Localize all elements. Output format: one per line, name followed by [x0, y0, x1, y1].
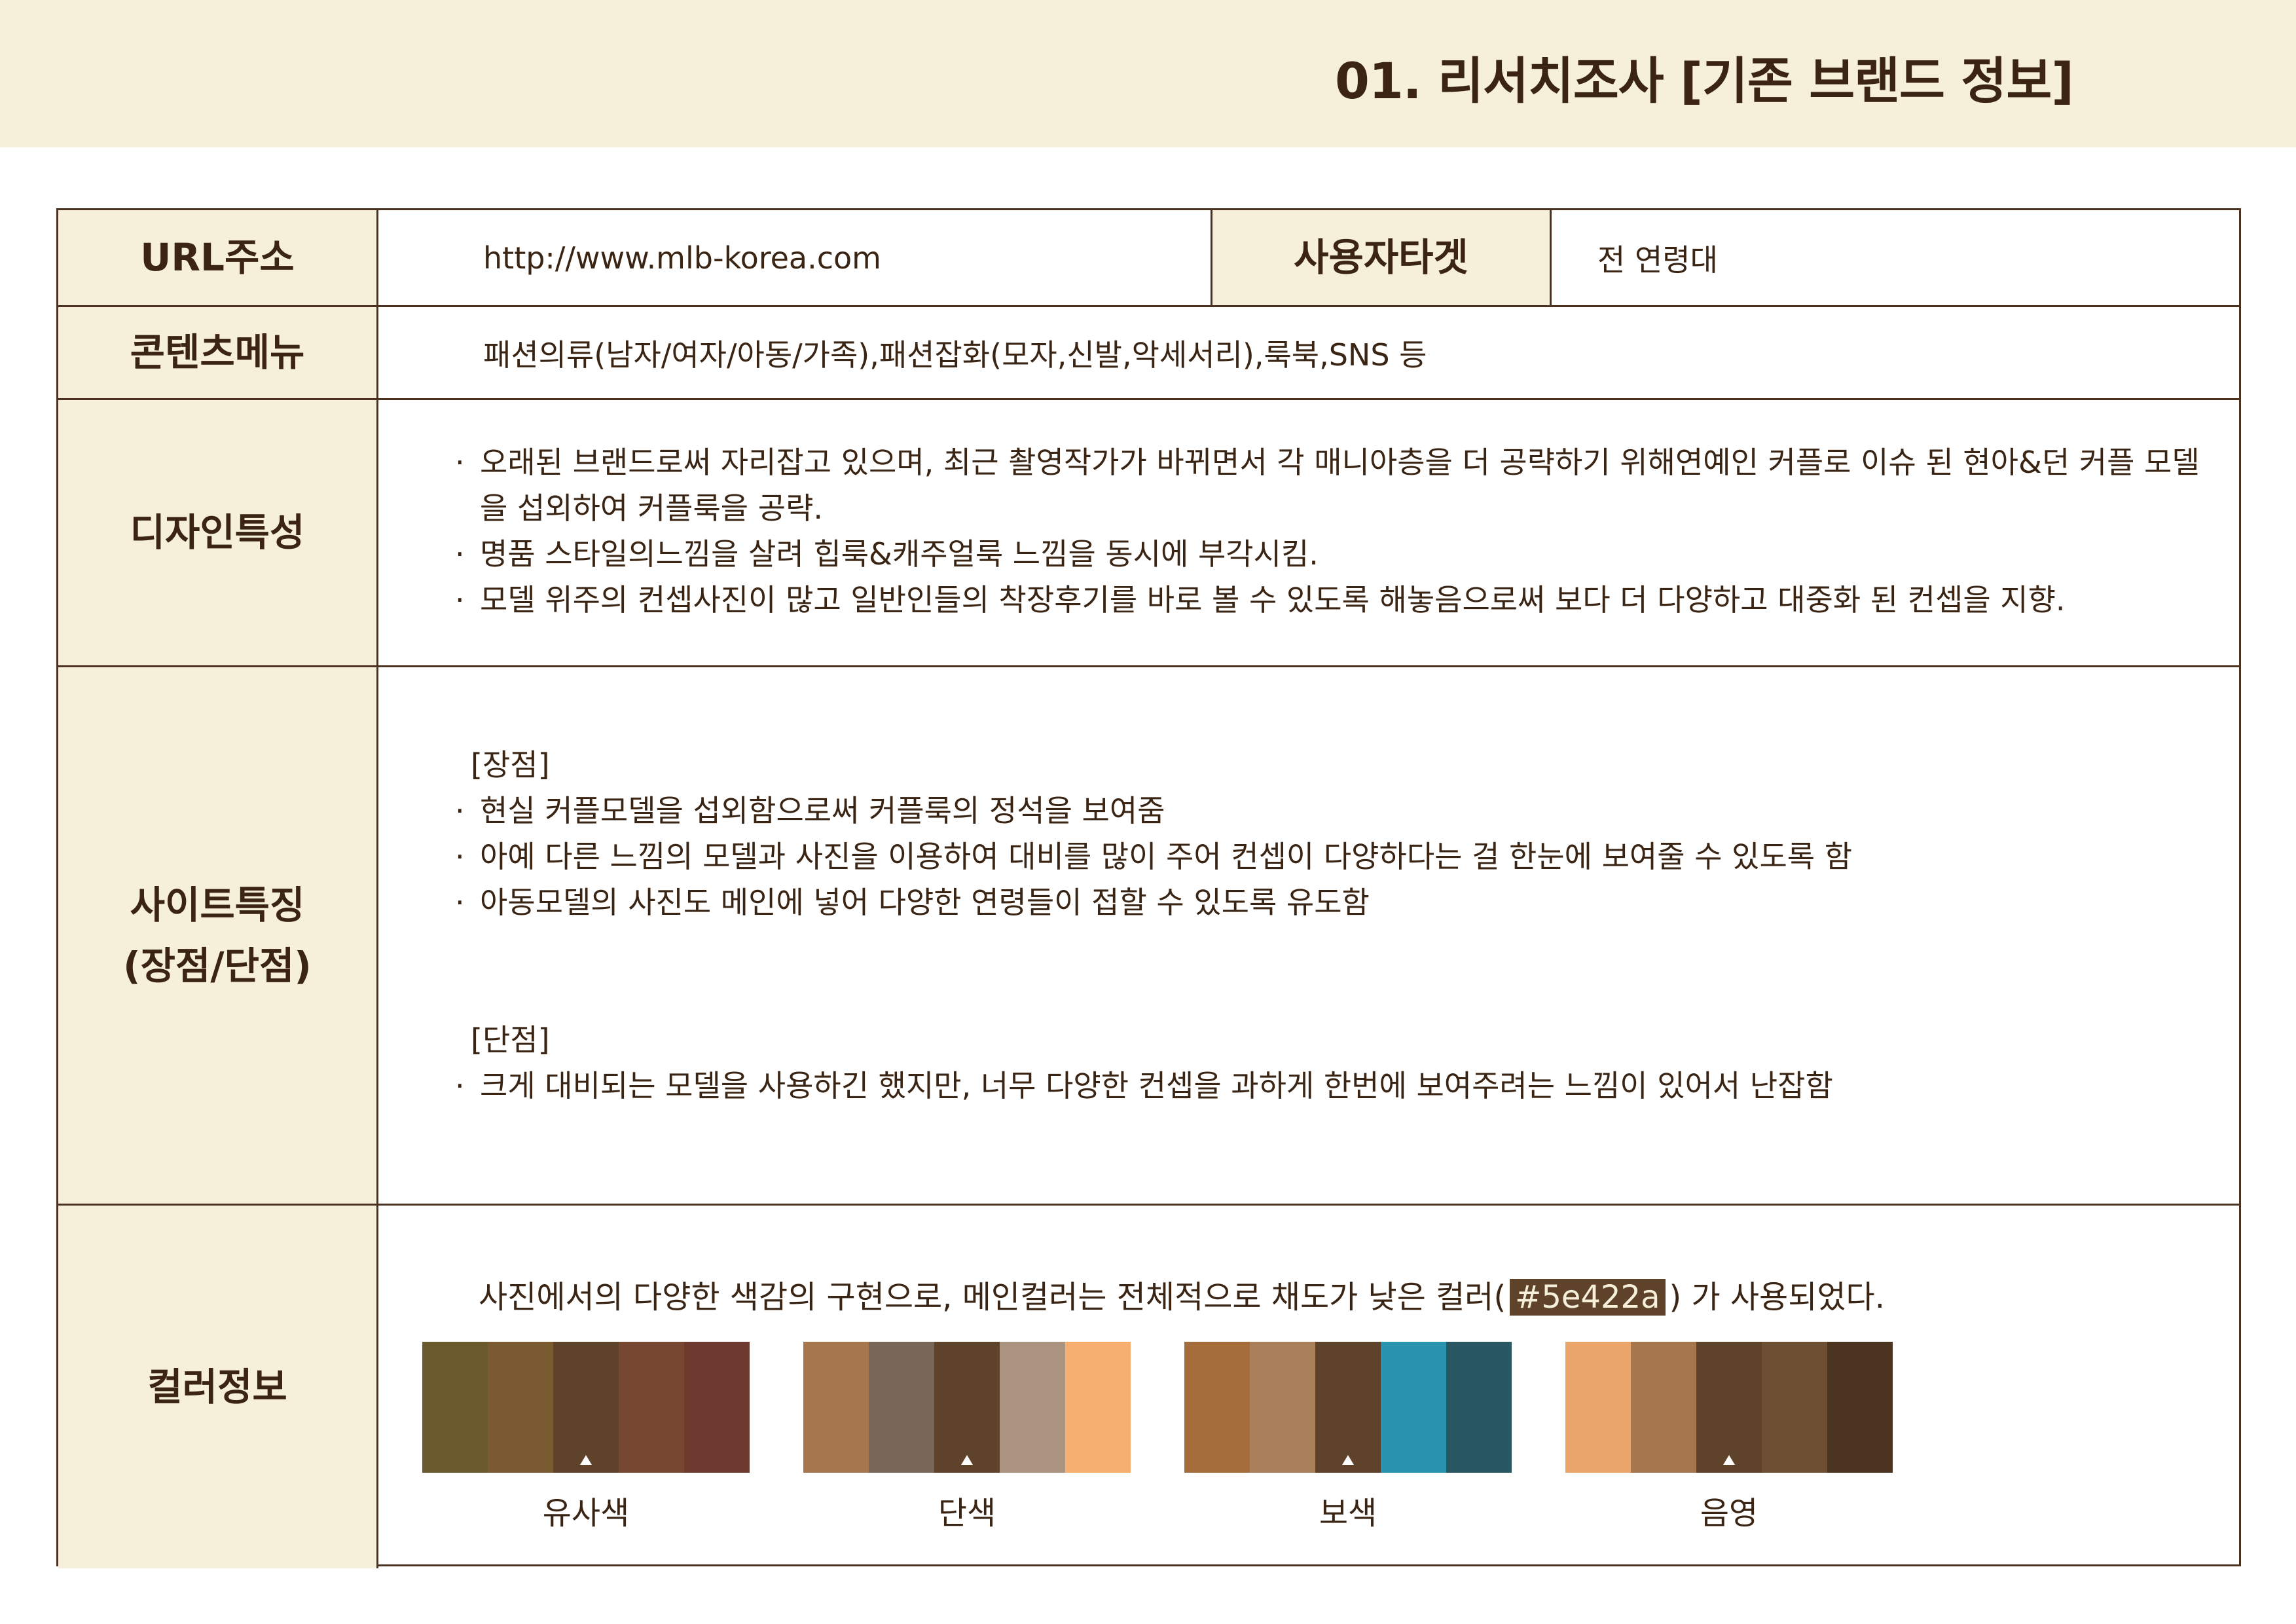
- pros-bullet: · 현실 커플모델을 섭외함으로써 커플룩의 정석을 보여줌: [455, 793, 1165, 828]
- color-swatch: [684, 1342, 750, 1473]
- contents-label: 콘텐츠메뉴: [58, 307, 376, 398]
- palette-swatches: [422, 1342, 750, 1473]
- color-swatch: [553, 1342, 619, 1473]
- site-label: 사이트특징 (장점/단점): [58, 667, 376, 1204]
- main-color-marker-icon: [961, 1455, 973, 1465]
- color-swatch: [488, 1342, 553, 1473]
- color-swatch: [1381, 1342, 1446, 1473]
- color-swatch: [1000, 1342, 1065, 1473]
- row-design: 디자인특성 · 오래된 브랜드로써 자리잡고 있으며, 최근 촬영작가가 바뀌면서…: [58, 400, 2239, 667]
- palette-swatches: [1184, 1342, 1512, 1473]
- palette-label: 단색: [938, 1495, 996, 1532]
- design-label: 디자인특성: [58, 400, 376, 665]
- color-swatch: [1696, 1342, 1762, 1473]
- site-cons: [단점] · 크게 대비되는 모델을 사용하긴 했지만, 너무 다양한 컨셉을 과…: [455, 1017, 2213, 1109]
- color-intro: 사진에서의 다양한 색감의 구현으로, 메인컬러는 전체적으로 채도가 낮은 컬…: [479, 1279, 1885, 1316]
- color-swatch: [869, 1342, 934, 1473]
- palette-analogous: 유사색: [422, 1342, 750, 1533]
- design-bullet: · 오래된 브랜드로써 자리잡고 있으며, 최근 촬영작가가 바뀌면서 각 매니아…: [455, 445, 2200, 526]
- color-swatch: [1827, 1342, 1893, 1473]
- row-url: URL주소 http://www.mlb-korea.com 사용자타겟 전 연…: [58, 210, 2239, 307]
- row-color: 컬러정보 사진에서의 다양한 색감의 구현으로, 메인컬러는 전체적으로 채도가…: [58, 1206, 2239, 1568]
- target-label: 사용자타겟: [1211, 210, 1550, 305]
- site-pros: [장점] · 현실 커플모델을 섭외함으로써 커플룩의 정석을 보여줌 · 아예 다…: [455, 742, 2213, 925]
- cons-bullet: · 크게 대비되는 모델을 사용하긴 했지만, 너무 다양한 컨셉을 과하게 한번…: [455, 1068, 1833, 1103]
- header-band: [0, 0, 2296, 147]
- palette-label: 보색: [1319, 1495, 1377, 1532]
- palette-shade: 음영: [1565, 1342, 1893, 1533]
- design-bullet: · 모델 위주의 컨셉사진이 많고 일반인들의 착장후기를 바로 볼 수 있도록 …: [455, 582, 2066, 618]
- palette-swatches: [1565, 1342, 1893, 1473]
- pros-bullet: · 아동모델의 사진도 메인에 넣어 다양한 연령들이 접할 수 있도록 유도함: [455, 885, 1370, 920]
- pros-bullet: · 아예 다른 느낌의 모델과 사진을 이용하여 대비를 많이 주어 컨셉이 다양…: [455, 839, 1853, 874]
- site-cell: [376, 667, 2239, 1204]
- pros-title: [장점]: [471, 747, 550, 783]
- url-label: URL주소: [58, 210, 376, 305]
- row-contents: 콘텐츠메뉴 패션의류(남자/여자/아동/가족),패션잡화(모자,신발,악세서리)…: [58, 307, 2239, 400]
- cons-title: [단점]: [471, 1022, 550, 1058]
- page-title: 01. 리서치조사 [기존 브랜드 정보]: [1335, 52, 2074, 110]
- site-label-line1: 사이트특징: [130, 882, 305, 927]
- palette-label: 유사색: [542, 1495, 630, 1532]
- color-swatch: [1065, 1342, 1131, 1473]
- design-bullet: · 명품 스타일의느낌을 살려 힙룩&캐주얼룩 느낌을 동시에 부각시킴.: [455, 536, 1319, 572]
- site-label-line2: (장점/단점): [123, 943, 312, 988]
- palette-swatches: [803, 1342, 1131, 1473]
- color-cell: [376, 1206, 2239, 1568]
- color-swatch: [1631, 1342, 1696, 1473]
- color-swatch: [422, 1342, 488, 1473]
- color-swatch: [619, 1342, 684, 1473]
- row-site: 사이트특징 (장점/단점) [장점] · 현실 커플모델을 섭외함으로써 커플룩의…: [58, 667, 2239, 1206]
- main-color-marker-icon: [1342, 1455, 1354, 1465]
- palette-complementary: 보색: [1184, 1342, 1512, 1533]
- palette-monochrome: 단색: [803, 1342, 1131, 1533]
- color-label: 컬러정보: [58, 1206, 376, 1568]
- main-color-marker-icon: [1723, 1455, 1735, 1465]
- color-swatch: [1315, 1342, 1381, 1473]
- main-color-marker-icon: [580, 1455, 592, 1465]
- contents-value: 패션의류(남자/여자/아동/가족),패션잡화(모자,신발,악세서리),룩북,SN…: [376, 307, 2239, 398]
- color-swatch: [1250, 1342, 1315, 1473]
- color-swatch: [1446, 1342, 1512, 1473]
- main-color-hex: #5e422a: [1510, 1279, 1666, 1316]
- color-swatch: [934, 1342, 1000, 1473]
- brand-info-table: URL주소 http://www.mlb-korea.com 사용자타겟 전 연…: [56, 208, 2241, 1568]
- target-value: 전 연령대: [1550, 210, 2239, 305]
- color-swatch: [1565, 1342, 1631, 1473]
- color-swatch: [1762, 1342, 1827, 1473]
- color-swatch: [1184, 1342, 1250, 1473]
- design-cell: [376, 400, 2239, 665]
- palette-label: 음영: [1700, 1495, 1758, 1532]
- color-swatch: [803, 1342, 869, 1473]
- design-bullets: · 오래된 브랜드로써 자리잡고 있으며, 최근 촬영작가가 바뀌면서 각 매니아…: [455, 439, 2213, 623]
- url-value: http://www.mlb-korea.com: [376, 210, 1211, 305]
